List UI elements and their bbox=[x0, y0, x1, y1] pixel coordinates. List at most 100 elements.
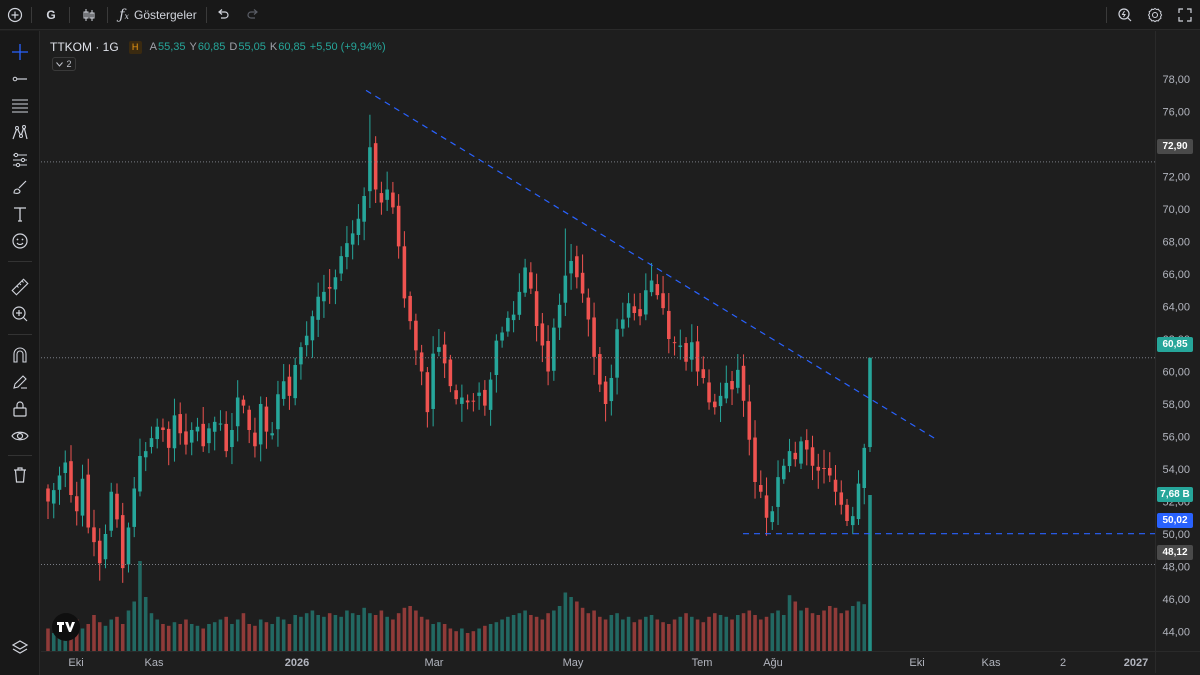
candle-body bbox=[86, 474, 91, 528]
plus-circle-icon bbox=[7, 7, 23, 23]
candle-body bbox=[63, 462, 68, 474]
candle-body bbox=[770, 511, 775, 523]
symbol-title[interactable]: TTKOM · 1G bbox=[50, 40, 119, 54]
candle-body bbox=[609, 378, 614, 402]
text-icon bbox=[14, 207, 26, 222]
pattern-tool[interactable] bbox=[8, 121, 32, 145]
add-symbol-button[interactable] bbox=[4, 4, 26, 26]
indicators-button[interactable]: ƒx Göstergeler bbox=[116, 4, 200, 26]
volume-bar bbox=[856, 601, 861, 651]
candle-body bbox=[586, 297, 591, 320]
prediction-tool[interactable] bbox=[8, 148, 32, 172]
text-tool[interactable] bbox=[8, 202, 32, 226]
candle-body bbox=[402, 246, 407, 299]
interval-button[interactable]: G bbox=[46, 8, 56, 22]
candle-body bbox=[218, 423, 223, 425]
magnet-icon bbox=[13, 347, 27, 363]
volume-bar bbox=[310, 610, 315, 651]
volume-bar bbox=[667, 624, 671, 651]
fullscreen-button[interactable] bbox=[1174, 4, 1196, 26]
layers-icon bbox=[11, 640, 29, 654]
volume-bar bbox=[408, 606, 412, 651]
volume-bar bbox=[437, 622, 441, 651]
candle-body bbox=[557, 304, 562, 328]
candle-body bbox=[149, 438, 154, 447]
x-tick-label: 2027 bbox=[1124, 657, 1148, 669]
volume-bar bbox=[465, 633, 470, 651]
y-tick-label: 64,00 bbox=[1162, 302, 1190, 314]
candle-body bbox=[161, 427, 165, 430]
open-key: A bbox=[149, 41, 158, 53]
volume-bar bbox=[488, 624, 493, 651]
undo-button[interactable] bbox=[212, 4, 234, 26]
volume-bar bbox=[661, 622, 665, 651]
candle-body bbox=[74, 496, 79, 512]
chart-pane[interactable]: 44,00 46,00 48,00 50,00 52,00 54,00 56,00 58,00… bbox=[41, 31, 1200, 675]
candle-body bbox=[488, 379, 493, 410]
price-chart[interactable]: 44,0046,0048,0050,0052,0054,0056,0058,00… bbox=[41, 31, 1200, 675]
collapse-indicators-button[interactable]: 2 bbox=[52, 57, 76, 71]
candle-body bbox=[333, 277, 338, 290]
crosshair-tool[interactable] bbox=[8, 40, 32, 64]
magnet-tool[interactable] bbox=[8, 343, 32, 367]
undo-icon bbox=[218, 9, 229, 19]
fullscreen-icon bbox=[1178, 8, 1192, 22]
candle-body bbox=[92, 527, 96, 543]
volume-bar bbox=[580, 607, 585, 651]
volume-bar bbox=[391, 619, 395, 651]
volume-bar bbox=[724, 616, 729, 651]
volume-bar bbox=[655, 619, 660, 651]
volume-bar bbox=[442, 624, 447, 651]
pencil-lock-icon bbox=[13, 375, 27, 389]
symbol-legend[interactable]: TTKOM · 1G H A 55,35 Y 60,85 D 55,05 K 60,85… bbox=[50, 40, 386, 54]
candle-body bbox=[166, 428, 171, 448]
chart-type-button[interactable] bbox=[78, 4, 100, 26]
y-tick-label: 58,00 bbox=[1162, 399, 1190, 411]
y-tick-label: 46,00 bbox=[1162, 594, 1190, 606]
candle-body bbox=[69, 461, 73, 495]
candle-body bbox=[529, 272, 533, 289]
settings-button[interactable] bbox=[1144, 4, 1166, 26]
volume-bar bbox=[362, 607, 366, 651]
brush-tool[interactable] bbox=[8, 175, 32, 199]
volume-bar bbox=[632, 622, 637, 651]
object-tree-tool[interactable] bbox=[8, 636, 32, 660]
y-tick-label: 44,00 bbox=[1162, 627, 1190, 639]
emoji-tool[interactable] bbox=[8, 229, 32, 253]
trend-line-tool[interactable] bbox=[8, 67, 32, 91]
candle-body bbox=[511, 314, 516, 321]
eye-icon bbox=[11, 431, 29, 441]
lock-drawings-tool[interactable] bbox=[8, 397, 32, 421]
candle-body bbox=[552, 327, 556, 371]
descending-trendline[interactable] bbox=[365, 89, 938, 441]
candle-body bbox=[471, 400, 476, 402]
volume-bar bbox=[51, 633, 56, 651]
horizontal-lines-icon bbox=[12, 99, 28, 113]
volume-bar bbox=[264, 622, 269, 651]
x-tick-label: Mar bbox=[425, 657, 444, 669]
remove-drawings-tool[interactable] bbox=[8, 463, 32, 487]
candle-body bbox=[655, 284, 660, 296]
candle-body bbox=[816, 466, 821, 471]
keep-drawing-tool[interactable] bbox=[8, 370, 32, 394]
candle-body bbox=[810, 447, 815, 466]
zoom-tool[interactable] bbox=[8, 302, 32, 326]
tradingview-logo[interactable] bbox=[52, 613, 80, 641]
candle-body bbox=[517, 291, 522, 315]
quick-search-button[interactable] bbox=[1114, 4, 1136, 26]
open-value: 55,35 bbox=[158, 41, 186, 53]
y-tick-label: 56,00 bbox=[1162, 432, 1190, 444]
volume-bar bbox=[787, 595, 792, 651]
redo-button[interactable] bbox=[242, 4, 264, 26]
volume-bar bbox=[431, 624, 435, 651]
fib-tool[interactable] bbox=[8, 94, 32, 118]
y-tick-label: 66,00 bbox=[1162, 269, 1190, 281]
hide-drawings-tool[interactable] bbox=[8, 424, 32, 448]
volume-bar bbox=[396, 613, 401, 651]
volume-bar bbox=[713, 613, 717, 651]
volume-bar bbox=[218, 619, 223, 651]
candle-body bbox=[373, 143, 378, 190]
measure-tool[interactable] bbox=[8, 275, 32, 299]
candle-body bbox=[322, 291, 326, 302]
candle-body bbox=[396, 205, 401, 247]
